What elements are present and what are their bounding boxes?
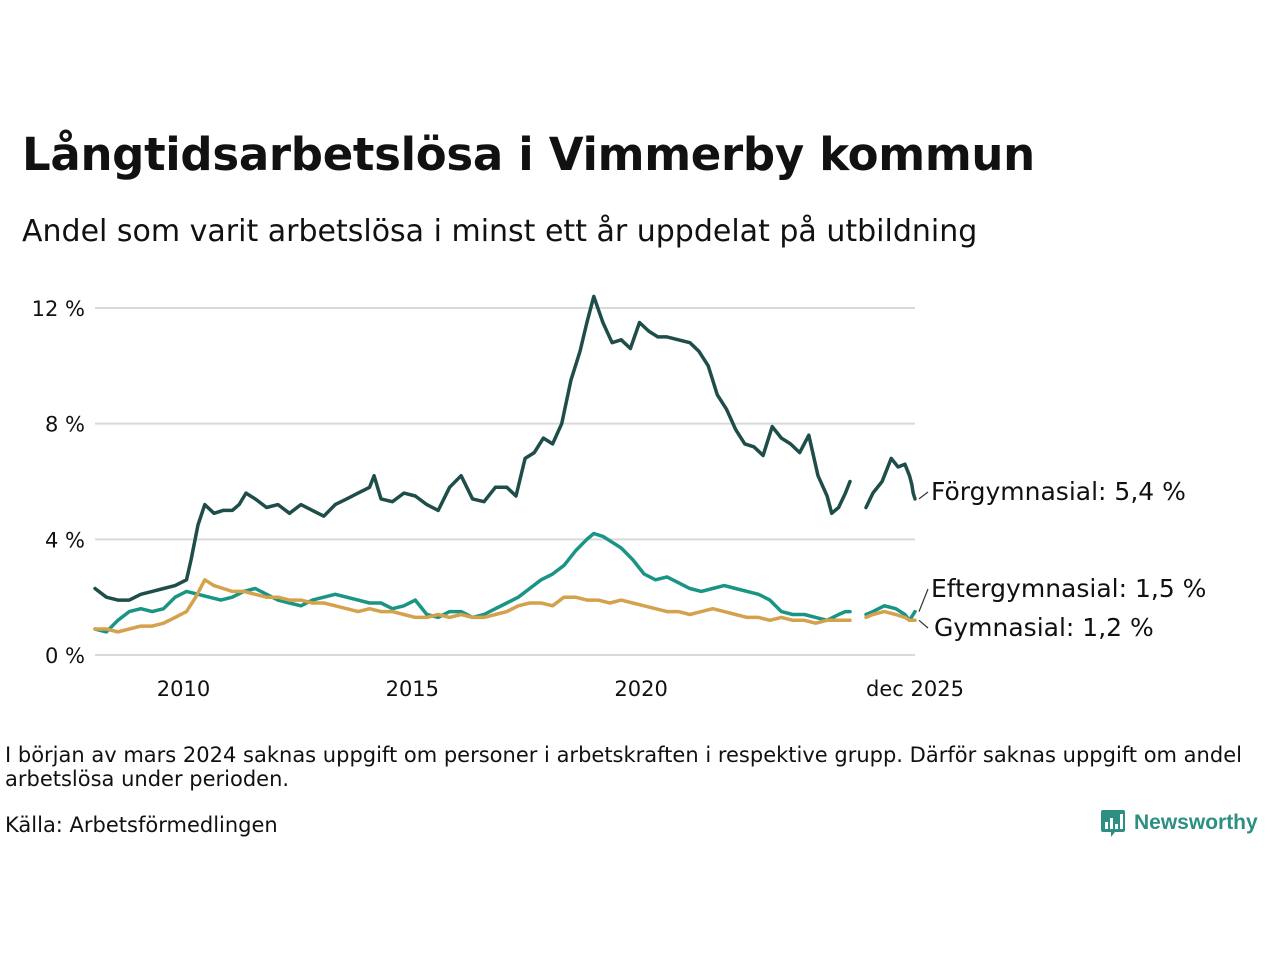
series-line-gymnasial: [93, 578, 852, 634]
x-tick-label: 2010: [157, 677, 210, 701]
series-layer: [93, 294, 917, 634]
brand-name: Newsworthy: [1134, 811, 1258, 834]
series-line-förgymnasial: [864, 456, 917, 510]
label-layer: 0 % 4 % 8 % 12 % 2010 2015 2020 dec 2025 Förgymn…: [32, 297, 1207, 701]
series-label-leader: [918, 491, 929, 500]
chart-note: I början av mars 2024 saknas uppgift om …: [5, 743, 1242, 791]
x-tick-label: dec 2025: [866, 677, 964, 701]
source-text: Källa: Arbetsförmedlingen: [5, 813, 278, 837]
series-line-förgymnasial: [93, 294, 852, 602]
newsworthy-logo-icon: [1101, 810, 1125, 837]
series-label-leader: [918, 588, 929, 612]
chart-subtitle: Andel som varit arbetslösa i minst ett å…: [22, 214, 978, 249]
series-label-leader: [918, 619, 929, 629]
series-line-gymnasial: [864, 609, 917, 623]
series-end-label: Förgymnasial: 5,4 %: [931, 477, 1186, 506]
y-tick-label: 12 %: [32, 297, 85, 321]
y-tick-label: 4 %: [45, 528, 85, 552]
series-end-label: Gymnasial: 1,2 %: [934, 613, 1154, 642]
y-tick-label: 0 %: [45, 644, 85, 668]
newsworthy-logo: Newsworthy: [1100, 808, 1258, 838]
x-tick-label: 2015: [386, 677, 439, 701]
y-tick-label: 8 %: [45, 413, 85, 437]
x-tick-label: 2020: [614, 677, 667, 701]
series-end-label: Eftergymnasial: 1,5 %: [931, 574, 1206, 603]
series-line-eftergymnasial: [93, 531, 852, 634]
chart-title: Långtidsarbetslösa i Vimmerby kommun: [22, 128, 1035, 181]
line-chart: 0 % 4 % 8 % 12 % 2010 2015 2020 dec 2025 Förgymn…: [32, 294, 1207, 701]
grid-layer: [95, 307, 915, 656]
